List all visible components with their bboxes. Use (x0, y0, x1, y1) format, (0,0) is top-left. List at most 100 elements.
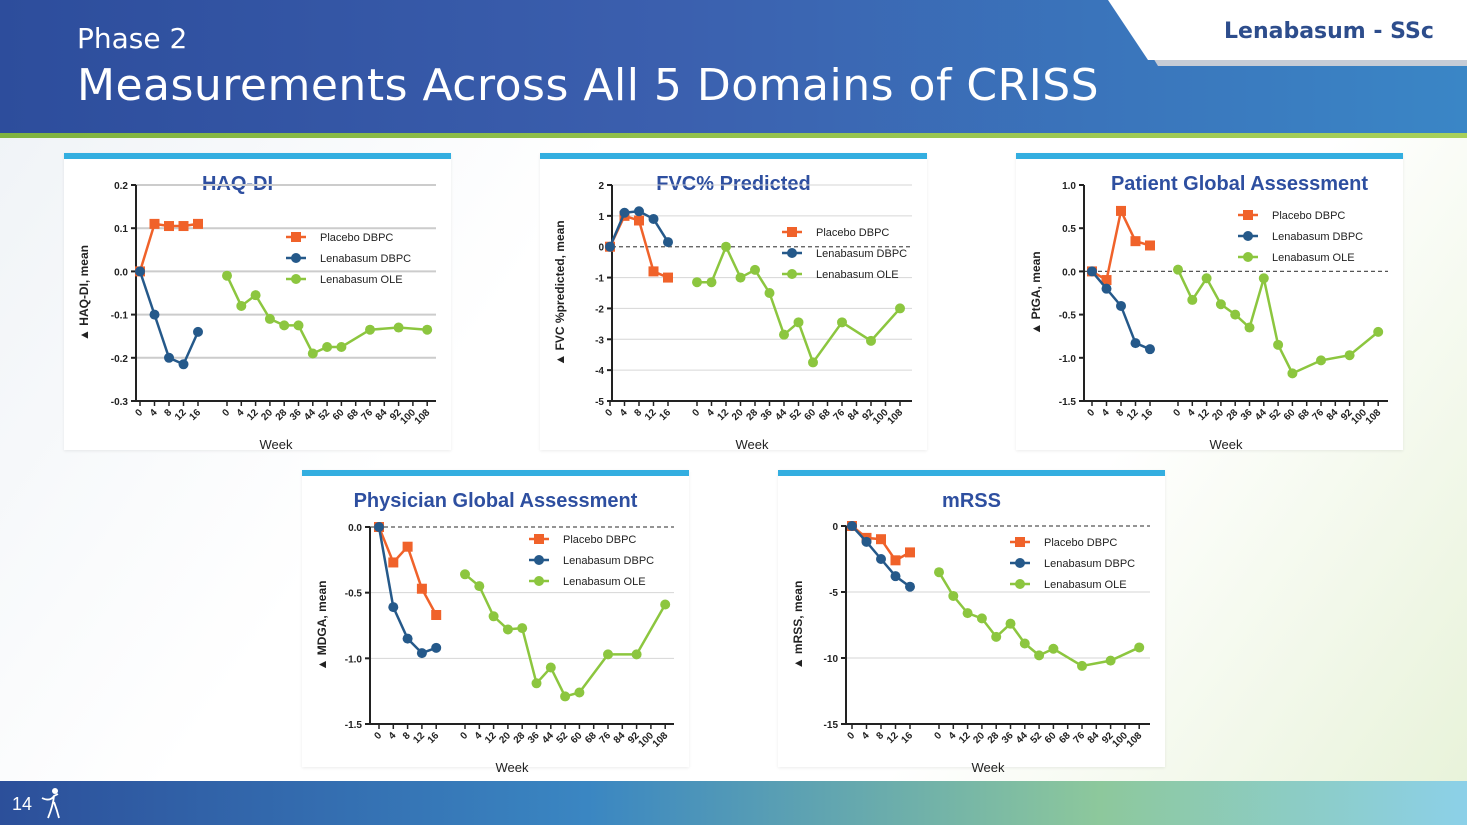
y-tick-label: 0.2 (114, 181, 128, 192)
legend-marker (1015, 558, 1025, 568)
x-tick-label: 4 (860, 730, 872, 742)
y-tick-label: -2 (595, 304, 604, 315)
data-point (178, 221, 189, 232)
series-line (1091, 207, 1151, 283)
data-point (1101, 275, 1112, 286)
data-point (178, 359, 189, 370)
product-tag (1108, 0, 1467, 60)
data-point (1373, 326, 1384, 337)
y-tick-label: -10 (824, 654, 839, 665)
x-tick-label: 8 (401, 730, 413, 742)
x-tick-label: 0 (603, 407, 615, 419)
data-point (307, 348, 318, 359)
data-point (692, 277, 702, 288)
data-point (1258, 273, 1269, 284)
data-point (293, 320, 304, 331)
data-point (876, 534, 886, 545)
y-tick-label: -5 (829, 588, 838, 599)
y-tick-label: -4 (595, 366, 604, 377)
y-tick-label: -3 (595, 335, 604, 346)
chart-title: mRSS (942, 490, 1001, 512)
data-point (648, 266, 659, 277)
slide-subtitle: Phase 2 (77, 22, 188, 55)
data-point (750, 264, 760, 275)
legend-marker (1243, 252, 1253, 262)
series-line (138, 271, 200, 366)
x-tick-label: 4 (947, 730, 959, 742)
data-point (735, 272, 746, 283)
legend-label: Lenabasum DBPC (816, 248, 907, 260)
legend-label: Lenabasum OLE (816, 269, 899, 281)
x-tick-label: 0 (458, 730, 470, 742)
legend-label: Placebo DBPC (1272, 210, 1345, 222)
data-point (164, 221, 174, 232)
y-tick-label: 0.0 (114, 267, 128, 278)
data-point (1105, 655, 1116, 666)
data-point (264, 313, 275, 324)
y-tick-label: -0.1 (111, 311, 129, 322)
data-point (431, 642, 442, 653)
header-accent-line (0, 133, 1467, 138)
x-tick-label: 4 (618, 407, 630, 419)
chart-title: Patient Global Assessment (1110, 173, 1369, 195)
legend-marker (534, 576, 544, 586)
data-point (193, 326, 203, 337)
slide-title: Measurements Across All 5 Domains of CRI… (77, 60, 1100, 111)
data-point (322, 342, 333, 352)
x-tick-label: 4 (705, 407, 717, 419)
x-tick-label: 8 (632, 407, 644, 419)
x-tick-label: 4 (235, 407, 247, 419)
y-tick-label: 1.0 (1062, 181, 1076, 192)
data-point (222, 270, 232, 281)
data-point (663, 272, 673, 283)
data-point (1201, 273, 1212, 284)
legend-label: Lenabasum OLE (1272, 252, 1355, 264)
x-tick-label: 4 (473, 730, 485, 742)
data-point (934, 567, 944, 578)
x-tick-label: 108 (1364, 407, 1384, 427)
data-point (779, 329, 789, 340)
data-point (1287, 368, 1298, 379)
series-line (697, 243, 901, 366)
y-tick-label: -1.0 (345, 654, 363, 665)
data-point (1244, 322, 1255, 333)
x-axis-label: Week (1210, 437, 1243, 452)
data-point (634, 206, 644, 217)
data-point (1034, 650, 1045, 661)
data-point (619, 207, 630, 218)
x-tick-label: 108 (413, 407, 433, 427)
data-point (861, 536, 872, 547)
data-point (1134, 642, 1145, 653)
data-point (876, 554, 886, 564)
data-point (531, 678, 542, 689)
data-point (837, 317, 847, 328)
data-point (474, 581, 485, 592)
data-point (648, 213, 659, 224)
data-point (416, 583, 427, 594)
data-point (890, 555, 901, 566)
data-point (236, 300, 247, 311)
x-tick-label: 108 (651, 730, 671, 750)
data-point (279, 320, 290, 331)
logo-icon (41, 788, 60, 819)
data-point (431, 609, 442, 620)
data-point (1145, 240, 1155, 251)
data-point (374, 522, 384, 532)
data-point (1019, 638, 1030, 649)
data-point (502, 624, 513, 635)
data-point (847, 521, 857, 531)
x-tick-label: 0 (932, 730, 944, 742)
data-point (605, 241, 615, 252)
data-point (1273, 339, 1284, 350)
data-point (603, 649, 613, 660)
legend-marker (1015, 537, 1025, 547)
data-point (422, 324, 433, 335)
data-point (631, 649, 642, 660)
data-point (634, 215, 644, 226)
data-point (1187, 294, 1198, 305)
legend-marker (291, 232, 301, 242)
data-point (365, 324, 375, 335)
data-point (1173, 264, 1183, 275)
